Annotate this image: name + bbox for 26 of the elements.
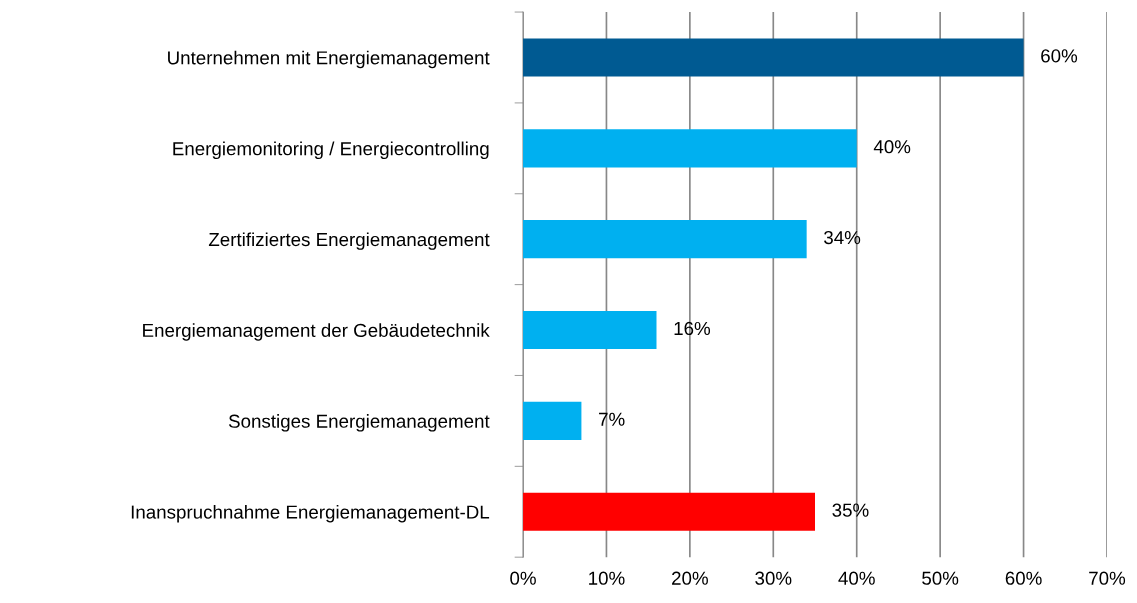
y-tick-label: Energiemonitoring / Energiecontrolling — [173, 141, 489, 160]
y-tick-label: Energiemanagement der Gebäudetechnik — [143, 323, 490, 341]
y-tick-label: Unternehmen mit Energiemanagement — [168, 50, 490, 69]
x-tick-label: 10% — [589, 571, 625, 585]
data-label: 16% — [674, 321, 711, 336]
x-tick-label: 40% — [838, 571, 875, 585]
data-label: 7% — [599, 412, 625, 426]
bar — [523, 220, 807, 259]
x-tick-label: 30% — [755, 571, 792, 585]
x-tick-label: 50% — [922, 571, 959, 585]
x-tick-label: 0% — [510, 571, 536, 585]
bar — [523, 38, 1024, 77]
data-label: 35% — [832, 503, 869, 517]
bar — [523, 310, 657, 350]
bar — [523, 492, 815, 531]
x-tick-label: 70% — [1089, 571, 1126, 585]
data-label: 34% — [824, 230, 861, 245]
bar — [523, 129, 857, 168]
bar — [523, 401, 582, 440]
y-tick-label: Inanspruchnahme Energiemanagement-DL — [131, 504, 490, 523]
data-label: 60% — [1041, 49, 1078, 63]
y-tick-label: Sonstiges Energiemanagement — [228, 414, 490, 432]
x-tick-label: 20% — [672, 571, 708, 585]
data-label: 40% — [873, 140, 911, 154]
y-tick-label: Zertifiziertes Energiemanagement — [208, 232, 490, 250]
x-tick-label: 60% — [1005, 571, 1042, 585]
